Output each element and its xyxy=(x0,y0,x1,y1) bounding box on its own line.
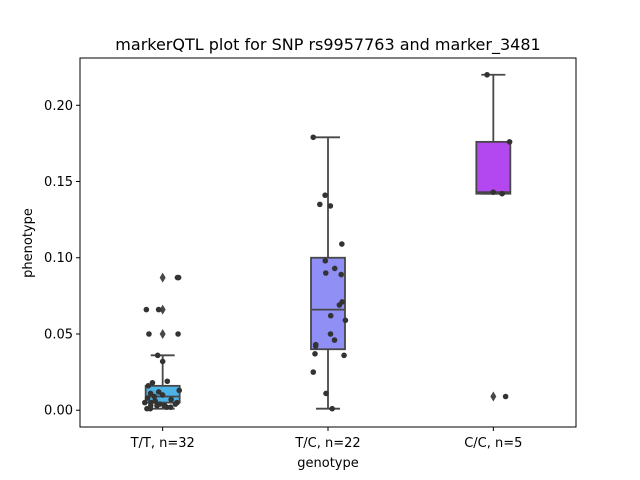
data-point xyxy=(490,189,497,195)
y-axis-label: phenotype xyxy=(21,208,36,278)
data-point xyxy=(152,398,158,404)
x-tick-label: T/C, n=22 xyxy=(294,436,360,451)
data-point xyxy=(317,201,323,208)
data-point xyxy=(327,203,334,209)
outlier-marker xyxy=(490,391,497,402)
data-point xyxy=(167,404,174,410)
data-point xyxy=(341,352,347,359)
data-point xyxy=(322,192,328,199)
data-point xyxy=(145,383,152,389)
box-group xyxy=(310,134,349,412)
data-point xyxy=(149,379,156,386)
data-point xyxy=(322,270,329,276)
data-point xyxy=(322,257,329,264)
data-point xyxy=(342,317,349,324)
box-group xyxy=(475,71,513,402)
data-point xyxy=(163,404,170,410)
data-point xyxy=(143,306,150,313)
data-point xyxy=(176,387,183,394)
data-point xyxy=(147,390,154,397)
y-tick-label: 0.15 xyxy=(44,175,73,190)
x-tick-label: T/T, n=32 xyxy=(130,436,195,451)
y-tick-label: 0.05 xyxy=(44,327,73,342)
data-point xyxy=(312,351,318,357)
plot-area xyxy=(141,71,513,412)
y-tick-label: 0.10 xyxy=(44,251,73,266)
x-axis-label: genotype xyxy=(297,456,358,471)
data-point xyxy=(155,306,162,313)
data-point xyxy=(484,71,490,78)
data-point xyxy=(331,337,338,343)
data-point xyxy=(159,358,166,365)
data-point xyxy=(175,331,181,337)
data-point xyxy=(147,405,154,412)
data-point xyxy=(141,399,148,406)
data-point xyxy=(175,274,182,281)
data-point xyxy=(310,134,317,141)
data-point xyxy=(144,395,151,401)
y-tick-label: 0.20 xyxy=(44,99,73,114)
x-axis: T/T, n=32 T/C, n=22 C/C, n=5 xyxy=(130,427,522,451)
data-point xyxy=(154,352,161,359)
data-point xyxy=(155,389,162,395)
data-point xyxy=(499,190,505,197)
data-point xyxy=(310,369,317,375)
data-point xyxy=(323,390,329,397)
data-point xyxy=(312,343,319,349)
data-point xyxy=(506,139,513,145)
data-point xyxy=(146,331,152,337)
outlier-marker xyxy=(159,272,166,283)
outlier-marker xyxy=(159,328,166,339)
box-group xyxy=(141,272,183,412)
data-point xyxy=(329,405,335,412)
data-point xyxy=(327,312,334,319)
y-axis: 0.00 0.05 0.10 0.15 0.20 xyxy=(44,99,80,419)
data-point xyxy=(339,241,345,247)
data-point xyxy=(331,265,338,272)
y-tick-label: 0.00 xyxy=(44,404,73,419)
data-point xyxy=(154,402,160,409)
data-point xyxy=(172,401,179,407)
data-point xyxy=(164,378,171,385)
data-point xyxy=(159,392,166,398)
data-point xyxy=(151,393,158,400)
outlier-marker xyxy=(159,304,166,315)
data-point xyxy=(336,302,343,308)
data-point xyxy=(168,396,174,403)
chart-title: markerQTL plot for SNP rs9957763 and mar… xyxy=(115,35,540,55)
x-tick-label: C/C, n=5 xyxy=(464,436,522,451)
data-point xyxy=(327,331,334,337)
data-point xyxy=(338,271,344,278)
data-point xyxy=(502,393,509,400)
box xyxy=(475,140,512,195)
